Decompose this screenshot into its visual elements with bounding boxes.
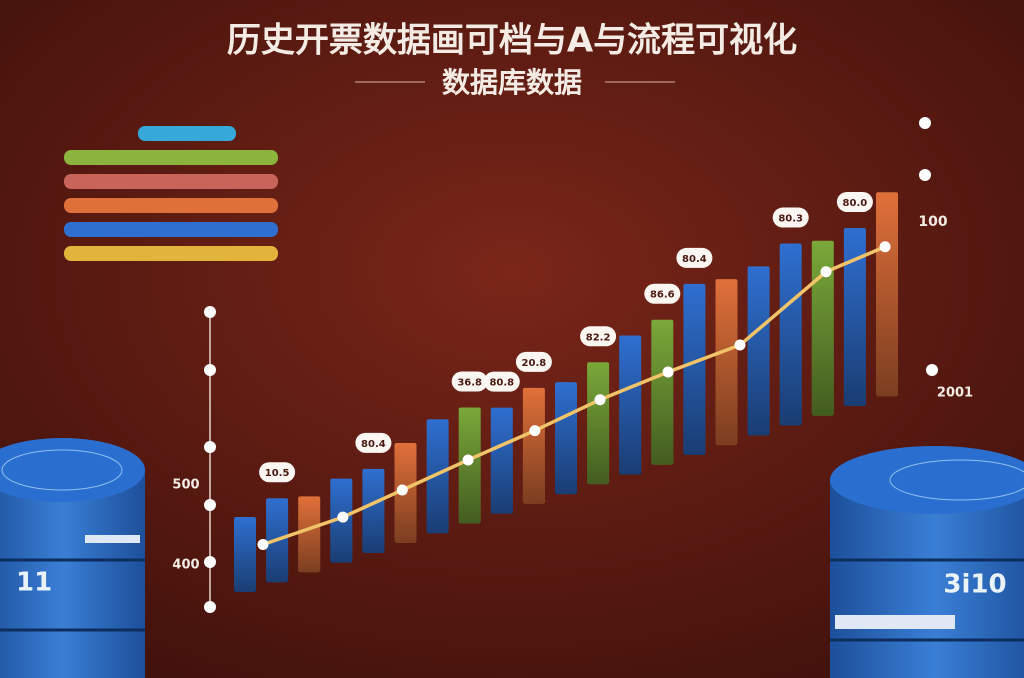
callout-label: 36.8 [457, 377, 482, 388]
bar-shade [522, 387, 545, 504]
bar-shade [619, 335, 642, 475]
callout-bubble [676, 247, 713, 268]
callout-bubble [515, 351, 552, 372]
callout-bubble [355, 432, 392, 453]
legend-pill [64, 246, 278, 261]
bar-shade [362, 468, 385, 553]
callout-label: 82.2 [586, 332, 611, 343]
callout-label: 80.4 [361, 439, 386, 450]
subtitle: 数据库数据 [442, 66, 582, 99]
trend-line [262, 245, 886, 547]
database-right [830, 446, 1024, 678]
bar-shade [811, 240, 834, 416]
side-label: 400 [172, 558, 199, 573]
bar-shade [298, 496, 321, 573]
title: 历史开票数据画可档与A与流程可视化 [227, 21, 797, 61]
trend-point [662, 366, 674, 378]
callout-label: 80.0 [843, 198, 868, 209]
trend-point [529, 425, 541, 437]
trend-point [337, 511, 349, 523]
callout-bubble [580, 326, 617, 347]
bar-shade [555, 382, 577, 495]
trend-point [257, 539, 269, 551]
database-label: 11 [16, 568, 52, 598]
trend-point [820, 266, 832, 278]
timeline-dots [204, 117, 938, 613]
bar-shade [490, 407, 513, 514]
side-label: 100 [918, 214, 947, 230]
bar-shade [234, 517, 256, 592]
legend-pill [64, 174, 278, 189]
legend-pill [64, 222, 278, 237]
bar-shade [843, 227, 866, 406]
bar-shade [426, 419, 449, 534]
database-label: 3i10 [943, 570, 1006, 600]
callout-label: 10.5 [265, 468, 290, 479]
bar-shade [747, 266, 770, 436]
callout-bubble [259, 462, 296, 483]
trend-point [734, 339, 746, 351]
bar-shade [715, 279, 738, 446]
database-left [0, 438, 145, 678]
side-label: 500 [172, 478, 199, 493]
callout-bubble [836, 191, 873, 212]
callout-label: 80.8 [489, 378, 514, 389]
trend-point [462, 454, 474, 466]
legend-pill [64, 198, 278, 213]
bar-shade [458, 407, 481, 524]
trend-point [396, 484, 408, 496]
callout-label: 80.3 [778, 214, 803, 225]
callout-bubble [451, 371, 488, 392]
trend-point [879, 241, 891, 253]
bar-shade [683, 283, 706, 455]
callout-bubble [483, 371, 520, 392]
callout-bubble [772, 207, 809, 228]
bar-shade [876, 192, 898, 397]
callout-label: 86.6 [650, 290, 675, 301]
callout-label: 20.8 [522, 358, 547, 369]
bar-shade [587, 362, 610, 485]
legend-pill [64, 150, 278, 165]
callout-label: 80.4 [682, 254, 707, 265]
legend-pill [138, 126, 236, 141]
bar-shade [779, 243, 802, 426]
trend-point [594, 394, 606, 406]
callout-bubble [644, 283, 681, 304]
side-label: 2001 [937, 386, 973, 401]
bar-shade [651, 319, 674, 465]
